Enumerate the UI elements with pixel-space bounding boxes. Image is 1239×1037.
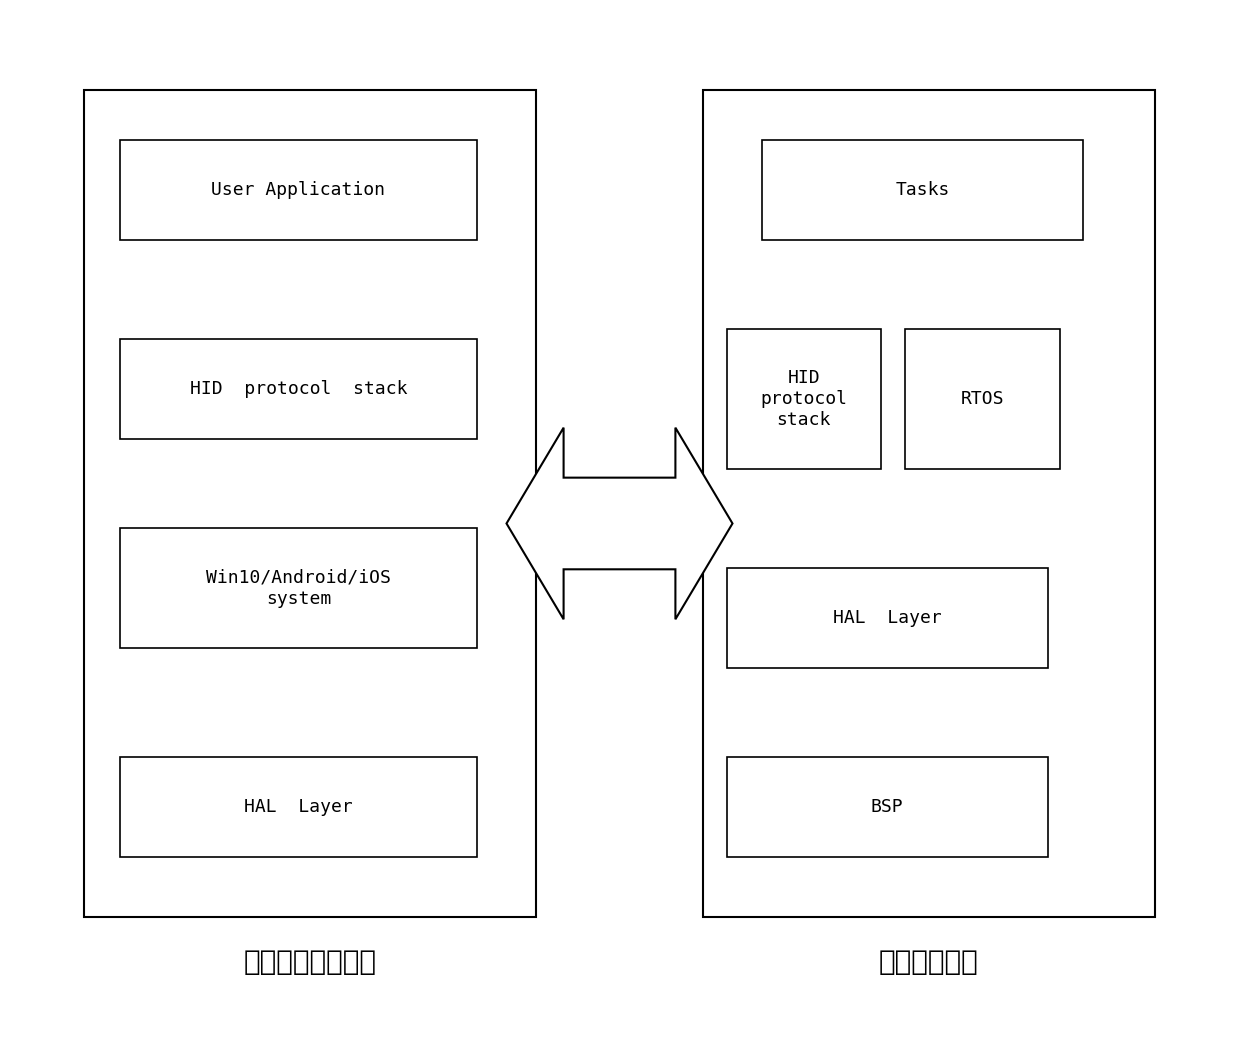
Bar <box>120 339 477 439</box>
Polygon shape <box>507 427 732 619</box>
Text: HID
protocol
stack: HID protocol stack <box>761 369 847 429</box>
Text: Win10/Android/iOS
system: Win10/Android/iOS system <box>206 568 390 608</box>
Text: HID  protocol  stack: HID protocol stack <box>190 381 408 398</box>
Text: 智能终端控制单元: 智能终端控制单元 <box>244 948 377 976</box>
Bar <box>904 330 1059 469</box>
Bar <box>703 90 1155 917</box>
Text: User Application: User Application <box>212 181 385 199</box>
Text: RTOS: RTOS <box>960 390 1004 408</box>
Bar <box>762 140 1083 240</box>
Bar <box>726 330 881 469</box>
Bar <box>120 529 477 648</box>
Bar <box>726 757 1048 857</box>
Bar <box>120 757 477 857</box>
Text: Tasks: Tasks <box>896 181 950 199</box>
Text: BSP: BSP <box>871 798 903 816</box>
Bar <box>84 90 536 917</box>
Bar <box>726 568 1048 668</box>
Text: 测温模块固件: 测温模块固件 <box>878 948 979 976</box>
Text: HAL  Layer: HAL Layer <box>833 609 942 627</box>
Bar <box>120 140 477 240</box>
Text: HAL  Layer: HAL Layer <box>244 798 353 816</box>
